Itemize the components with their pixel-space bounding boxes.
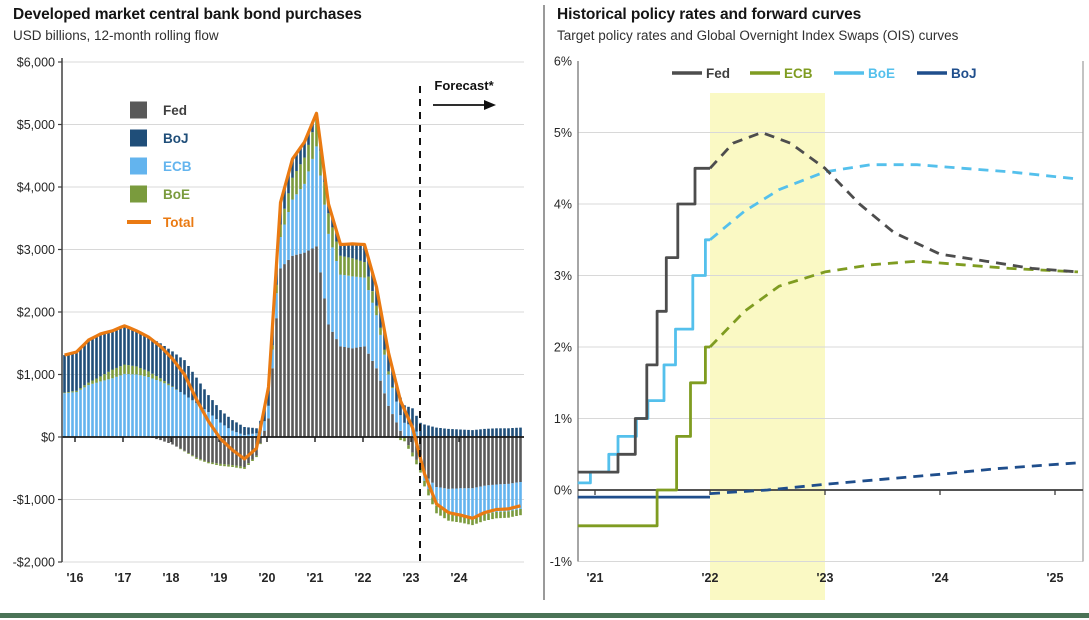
right-legend: Fed ECB BoE BoJ [672,66,977,81]
x-tick-label: '24 [451,571,468,585]
legend-label-fed: Fed [163,103,187,118]
x-tick-label: '20 [259,571,276,585]
y-tick-label: $4,000 [17,181,55,195]
y-tick-label: $1,000 [17,368,55,382]
left-legend: Fed BoJ ECB BoE Total [127,101,194,230]
legend-label-ecb: ECB [784,66,813,81]
left-chart-title: Developed market central bank bond purch… [13,6,362,23]
stacked-bars [63,113,522,526]
right-chart-title: Historical policy rates and forward curv… [557,6,862,23]
y-tick-label: 4% [554,198,572,212]
x-tick-label: '23 [403,571,420,585]
policy-rate-ecb [577,345,710,528]
x-tick-label: '22 [355,571,372,585]
legend-swatch-ecb [130,157,147,175]
bond-purchases-chart: '16 '17 '18 '19 '20 '21 '22 '23 '24 $6,000 $5,000 $… [13,56,524,585]
y-tick-label: $3,000 [17,243,55,257]
x-tick-label: '22 [702,571,719,585]
policy-rate-boe [577,238,710,485]
legend-label-total: Total [163,215,194,230]
y-tick-label: 2% [554,341,572,355]
legend-label-ecb: ECB [163,159,192,174]
policy-rates-chart: '21 '22 '23 '24 '25 6% 5% 4% 3% 2% 1% 0% -1% Fed ECB Bo… [550,55,1084,600]
policy-rate-fed [577,166,710,474]
x-tick-label: '21 [307,571,324,585]
forecast-arrowhead [484,100,496,110]
legend-label-boe: BoE [868,66,895,81]
y-tick-label: 1% [554,412,572,426]
footer-rule [0,613,1089,618]
y-tick-label: -$1,000 [13,493,55,507]
y-tick-label: -$2,000 [13,556,55,570]
forward-curve-ecb [708,259,1079,348]
legend-swatch-fed [130,101,147,119]
x-tick-label: '18 [163,571,180,585]
x-tick-label: '19 [211,571,228,585]
legend-swatch-boe [130,185,147,203]
x-tick-label: '23 [817,571,834,585]
right-chart-subtitle: Target policy rates and Global Overnight… [557,28,959,43]
left-chart-subtitle: USD billions, 12-month rolling flow [13,28,219,43]
forecast-label: Forecast* [434,78,494,93]
y-tick-label: $6,000 [17,56,55,70]
forward-curve-boe [709,163,1079,241]
legend-label-boj: BoJ [951,66,977,81]
y-tick-label: -1% [550,555,572,569]
x-tick-label: '25 [1047,571,1064,585]
y-tick-label: 5% [554,126,572,140]
forward-curve-fed [708,131,1079,274]
x-tick-label: '17 [115,571,132,585]
forward-curve-boj [709,461,1079,495]
legend-swatch-boj [130,129,147,147]
y-tick-label: 0% [554,484,572,498]
legend-label-boj: BoJ [163,131,189,146]
y-tick-label: $0 [41,431,55,445]
panel-divider [543,5,545,600]
legend-label-fed: Fed [706,66,730,81]
x-tick-label: '16 [67,571,84,585]
x-tick-label: '21 [587,571,604,585]
total-line [64,111,521,520]
y-tick-label: 3% [554,269,572,283]
y-tick-label: $2,000 [17,306,55,320]
legend-label-boe: BoE [163,187,190,202]
y-tick-label: $5,000 [17,118,55,132]
y-tick-label: 6% [554,55,572,69]
x-tick-label: '24 [932,571,949,585]
